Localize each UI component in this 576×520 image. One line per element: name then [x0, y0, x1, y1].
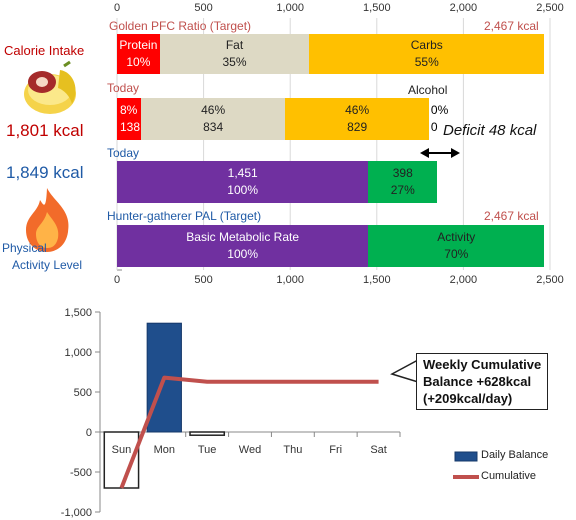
- x-tick-label: Wed: [239, 444, 261, 456]
- top-tick-label: 1,500: [363, 274, 391, 286]
- top-tick-label: 0: [113, 2, 121, 14]
- activity-level-label: Activity Level: [12, 258, 83, 272]
- y-tick-label: 1,000: [64, 347, 92, 359]
- top-tick-label: 1,000: [276, 2, 304, 14]
- x-tick-label: Sun: [112, 444, 132, 456]
- top-tick-label: 1,000: [276, 274, 304, 286]
- calorie-intake-label: Calorie Intake: [4, 43, 85, 58]
- y-tick-label: 500: [74, 387, 92, 399]
- today-intake-label: Today: [107, 81, 140, 95]
- intake-kcal: 1,801 kcal: [6, 121, 84, 140]
- legend-daily-balance: Daily Balance: [481, 449, 549, 461]
- x-tick-label: Fri: [329, 444, 342, 456]
- y-tick-label: 1,500: [64, 307, 92, 319]
- y-tick-label: 0: [86, 427, 92, 439]
- weekly-balance-chart: 1,500 1,000 500 0 -500 -1,000 Sun Mon Tue Wed Thu F…: [61, 307, 479, 519]
- x-tick-label: Tue: [198, 444, 217, 456]
- deficit-arrow: [420, 148, 460, 158]
- pal-target-basic-metabolic-rate-segment: Basic Metabolic Rate 100%: [117, 225, 369, 267]
- expend-today-basic-metabolic-rate-segment: 1,451 100%: [117, 161, 369, 203]
- y-tick-label: -500: [70, 467, 92, 479]
- food-icon: [24, 60, 76, 114]
- top-tick-label: 1,500: [363, 2, 391, 14]
- pfc-target-label: Golden PFC Ratio (Target): [109, 19, 252, 33]
- physical-activity-label: Physical Activity Level: [2, 240, 82, 274]
- expend-kcal: 1,849 kcal: [6, 163, 84, 182]
- top-tick-label: 2,500: [536, 274, 564, 286]
- today-expend-label: Today: [107, 146, 140, 160]
- alcohol-label: Alcohol: [408, 83, 448, 97]
- x-tick-label: Mon: [154, 444, 175, 456]
- deficit-label: Deficit 48 kcal: [443, 122, 537, 139]
- intake-today-fat-segment: 46% 834: [140, 98, 286, 140]
- y-tick-label: -1,000: [61, 507, 92, 519]
- pfc-target-kcal: 2,467 kcal: [484, 19, 539, 33]
- weekly-callout: Weekly Cumulative Balance +628kcal (+209…: [416, 353, 549, 410]
- top-tick-label: 500: [194, 274, 213, 286]
- pfc-target-carbs-segment: Carbs 55%: [309, 34, 545, 74]
- pal-target-kcal: 2,467 kcal: [484, 209, 539, 223]
- daily-balance-bar-tue: [189, 431, 226, 436]
- top-tick-label: 2,000: [449, 274, 478, 286]
- physical-label: Physical: [2, 241, 47, 255]
- top-tick-label: 2,500: [536, 2, 564, 14]
- pfc-target-fat-segment: Fat 35%: [159, 34, 310, 74]
- cumulative-line: [119, 375, 379, 489]
- callout-pointer: [390, 358, 419, 384]
- intake-today-carbs-segment: 46% 829: [285, 98, 429, 140]
- x-tick-label: Thu: [283, 444, 302, 456]
- top-tick-label: 0: [113, 274, 121, 286]
- top-tick-label: 2,000: [449, 2, 478, 14]
- flame-icon: [26, 188, 69, 252]
- intake-today-protein-segment: 8% 138: [117, 98, 144, 140]
- expend-today-activity-segment: 398 27%: [368, 161, 438, 203]
- x-tick-label: Sat: [370, 444, 387, 456]
- pal-target-label: Hunter-gatherer PAL (Target): [107, 209, 262, 223]
- pfc-target-protein-segment: Protein 10%: [117, 34, 160, 74]
- top-tick-label: 500: [194, 2, 213, 14]
- pal-target-activity-segment: Activity 70%: [368, 225, 545, 267]
- intake-today-alcohol-values: 0% 0: [430, 103, 449, 134]
- legend-swatch-daily-balance: [454, 451, 478, 462]
- legend-cumulative: Cumulative: [481, 470, 537, 482]
